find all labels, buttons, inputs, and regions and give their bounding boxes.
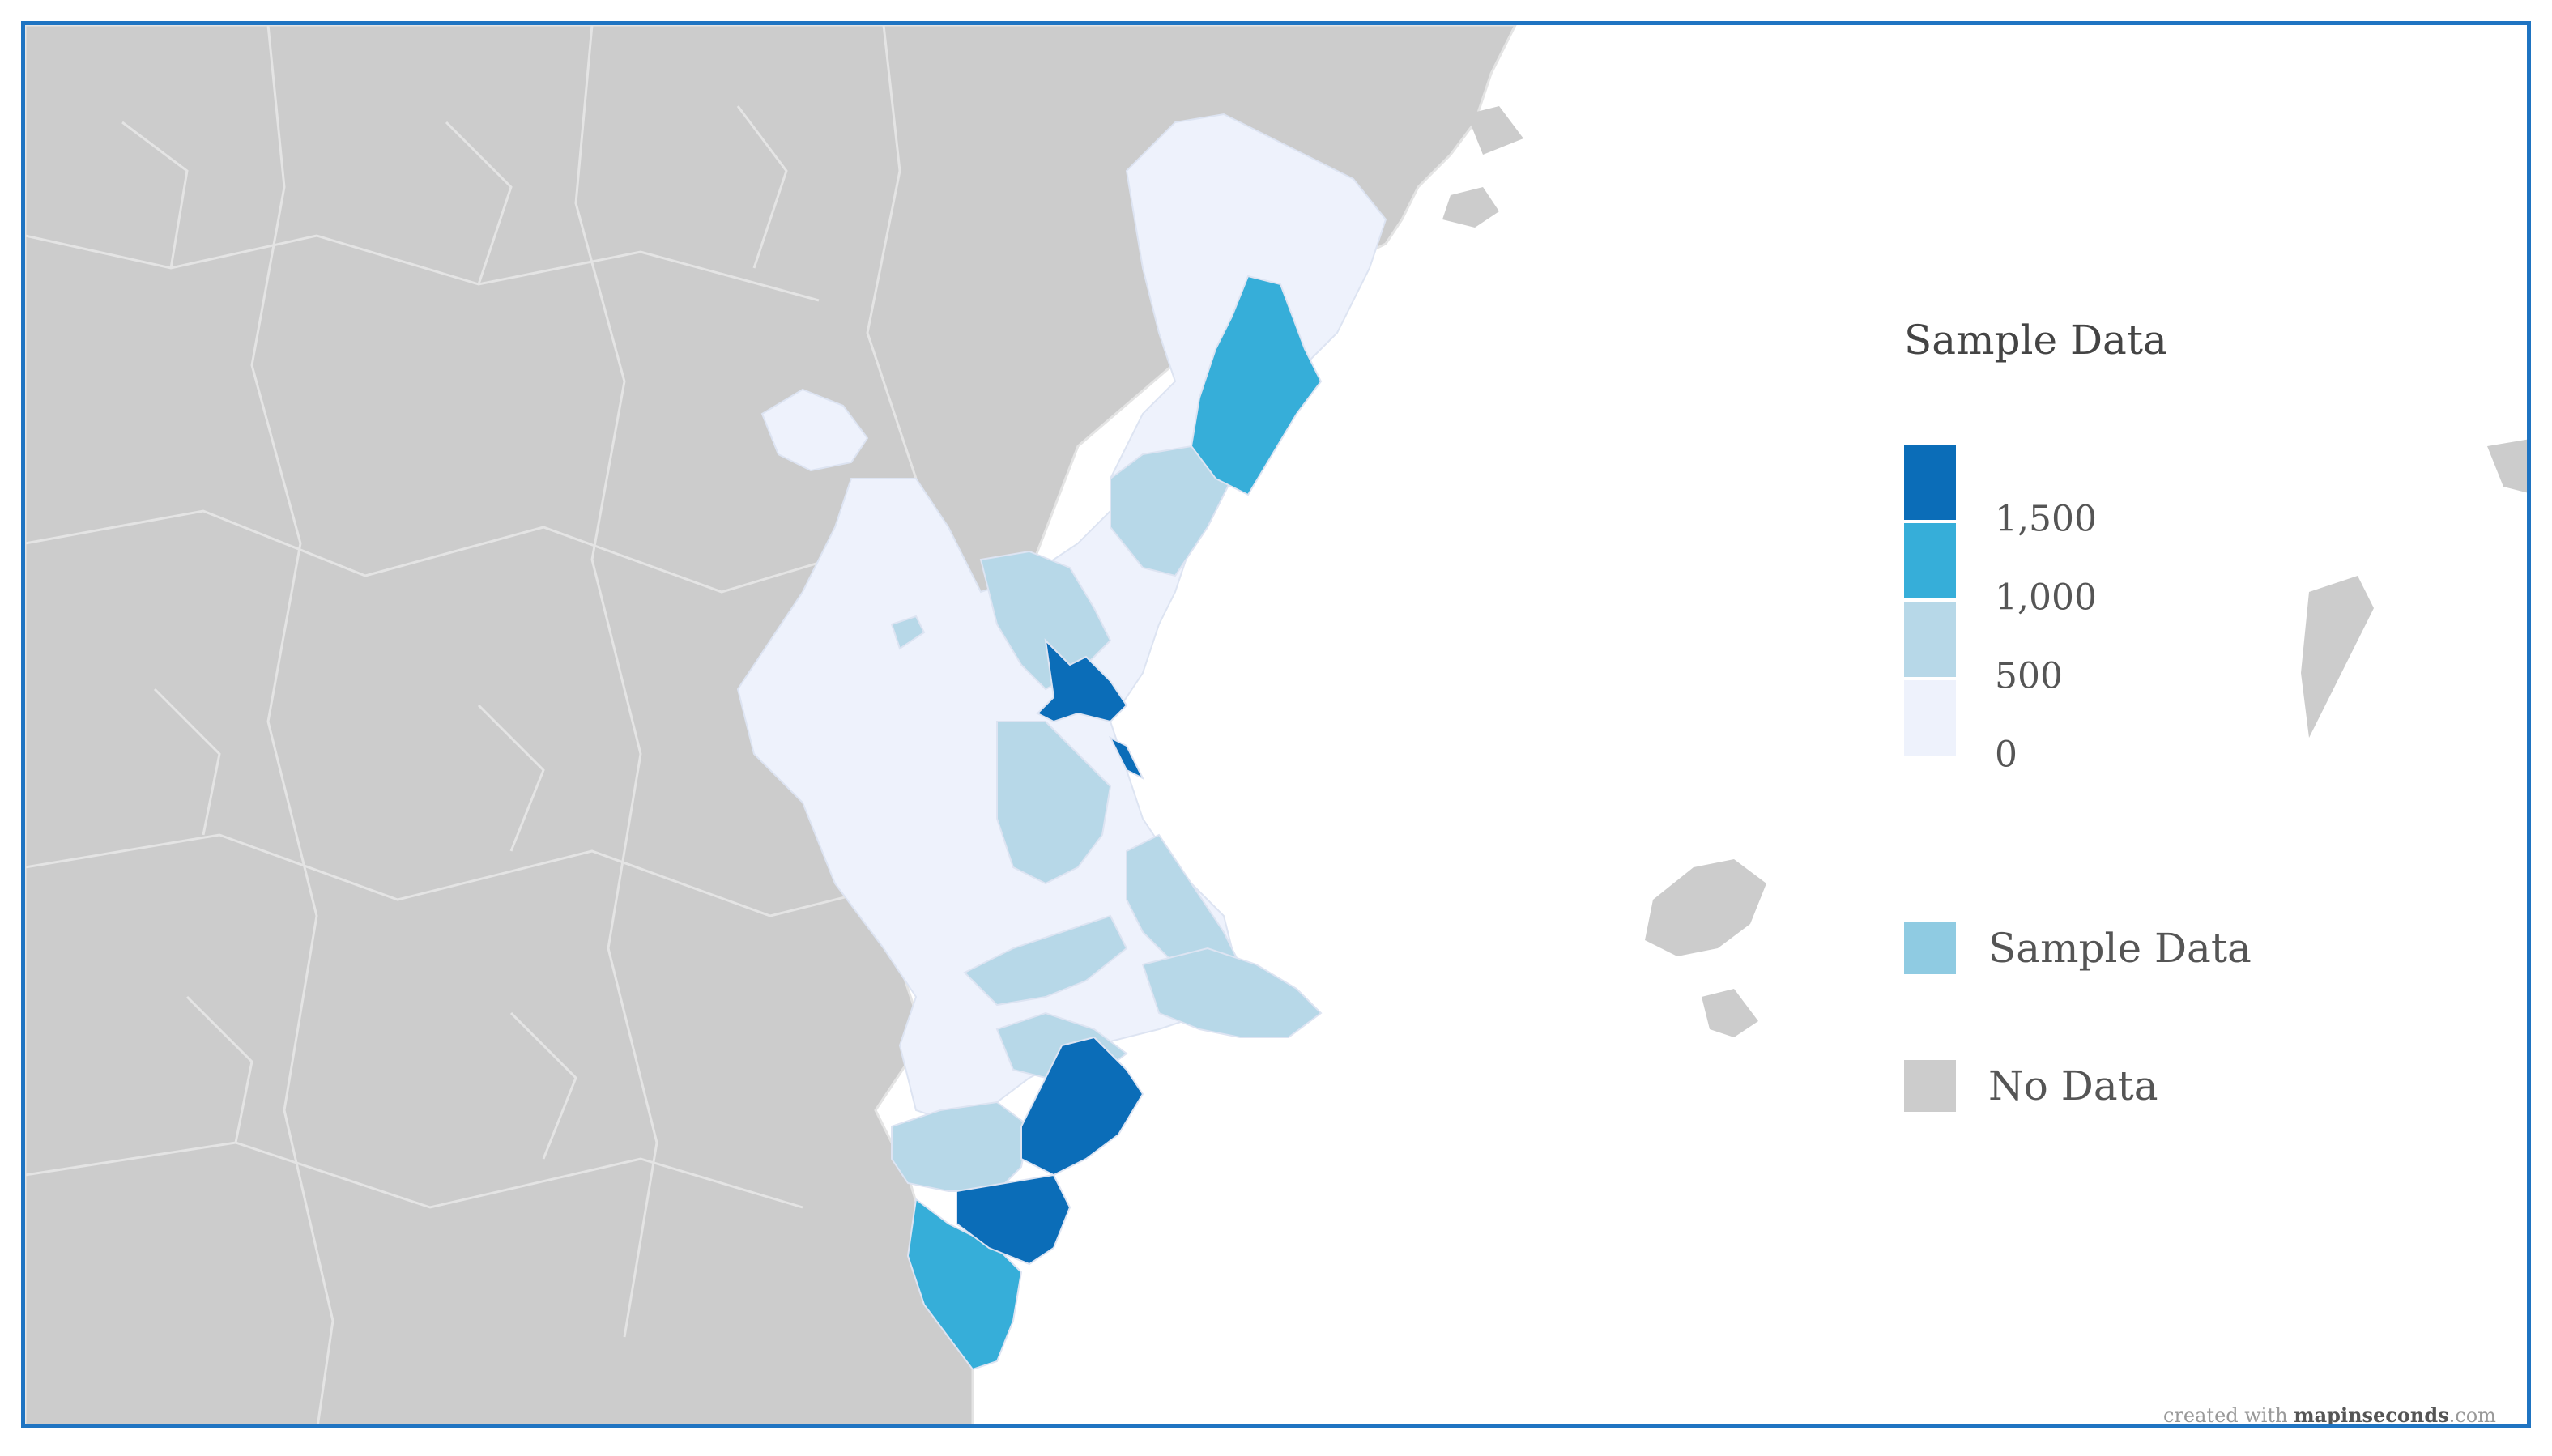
attribution-brand: mapinseconds xyxy=(2294,1403,2449,1427)
region-rincon-ademuz[interactable] xyxy=(760,388,869,472)
ibiza-island xyxy=(1645,859,1766,956)
legend-item-label: No Data xyxy=(1988,1062,2158,1109)
legend-color-scale xyxy=(1904,445,1956,757)
mallorca-coast xyxy=(2301,576,2374,738)
region-ribera[interactable] xyxy=(996,721,1112,885)
scale-segment-1500 xyxy=(1904,445,1956,520)
menorca-tip xyxy=(2487,439,2527,493)
region-marina-alta[interactable] xyxy=(1141,947,1323,1038)
legend-item-label: Sample Data xyxy=(1988,925,2252,972)
ebro-delta xyxy=(1442,187,1499,228)
scale-label: 0 xyxy=(1995,734,2017,776)
ebro-coast xyxy=(1467,106,1523,155)
region-valencia-city[interactable] xyxy=(1036,638,1128,723)
legend-swatch xyxy=(1904,1060,1956,1112)
attribution-suffix: .com xyxy=(2448,1404,2496,1427)
choropleth-map[interactable] xyxy=(25,25,2531,1428)
attribution-prefix: created with xyxy=(2163,1404,2294,1427)
region-plana-alta[interactable] xyxy=(1190,275,1323,496)
region-baix-vinalopo[interactable] xyxy=(956,1173,1071,1266)
region-alacanti[interactable] xyxy=(1020,1036,1144,1177)
region-alcalaten[interactable] xyxy=(890,615,926,650)
legend-swatch xyxy=(1904,922,1956,974)
legend-item-sample-data[interactable]: Sample Data xyxy=(1904,922,2325,979)
mainland-borders xyxy=(25,25,918,1424)
attribution[interactable]: created with mapinseconds.com xyxy=(2163,1403,2496,1427)
region-camp-de-morvedre[interactable] xyxy=(979,550,1112,691)
formentera-island xyxy=(1702,989,1758,1037)
region-plana-baixa[interactable] xyxy=(1110,445,1233,577)
scale-label: 1,500 xyxy=(1995,498,2097,540)
legend-title: Sample Data xyxy=(1904,317,2167,364)
scale-label: 1,000 xyxy=(1995,577,2097,619)
scale-segment-1000 xyxy=(1904,523,1956,598)
region-horta-sud[interactable] xyxy=(1108,735,1145,781)
region-costera[interactable] xyxy=(963,914,1128,1007)
map-frame: Sample Data 1,500 1,000 500 0 Sample Dat… xyxy=(21,21,2531,1428)
scale-label: 500 xyxy=(1995,655,2063,697)
legend-item-no-data[interactable]: No Data xyxy=(1904,1060,2325,1117)
map-legend: Sample Data 1,500 1,000 500 0 Sample Dat… xyxy=(1904,317,2325,1126)
scale-segment-0 xyxy=(1904,680,1956,756)
region-vinalopo[interactable] xyxy=(891,1101,1031,1192)
scale-segment-500 xyxy=(1904,602,1956,677)
